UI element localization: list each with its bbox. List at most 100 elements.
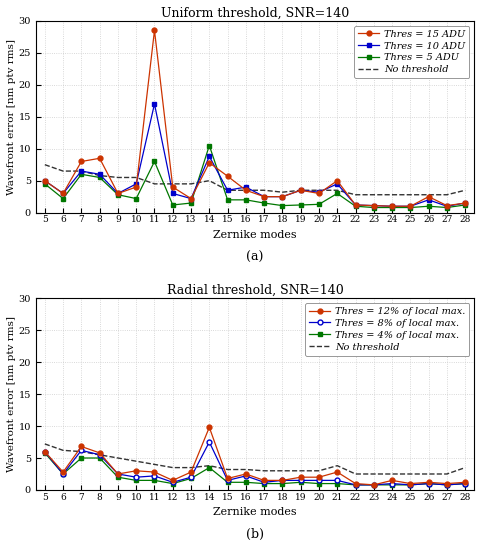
No threshold bbox=[169, 464, 175, 471]
No threshold bbox=[188, 181, 193, 187]
Thres = 8% of local max. bbox=[388, 480, 394, 487]
Thres = 5 ADU bbox=[188, 200, 193, 207]
Thres = 8% of local max. bbox=[242, 472, 248, 479]
No threshold bbox=[407, 471, 412, 477]
No threshold bbox=[261, 467, 266, 474]
Thres = 8% of local max. bbox=[60, 471, 66, 477]
No threshold bbox=[188, 464, 193, 471]
No threshold bbox=[115, 174, 120, 181]
Thres = 8% of local max. bbox=[315, 477, 321, 484]
No threshold bbox=[96, 172, 102, 179]
Text: (b): (b) bbox=[245, 528, 264, 541]
Thres = 15 ADU bbox=[151, 27, 157, 34]
Thres = 8% of local max. bbox=[443, 482, 449, 488]
Thres = 12% of local max. bbox=[133, 467, 139, 474]
Thres = 5 ADU bbox=[60, 195, 66, 202]
Thres = 5 ADU bbox=[352, 203, 358, 209]
Thres = 10 ADU bbox=[115, 190, 120, 197]
Thres = 15 ADU bbox=[206, 159, 212, 166]
Thres = 10 ADU bbox=[352, 202, 358, 208]
Thres = 4% of local max. bbox=[443, 482, 449, 488]
No threshold bbox=[42, 162, 48, 168]
Thres = 10 ADU bbox=[96, 171, 102, 178]
Thres = 15 ADU bbox=[443, 202, 449, 209]
Thres = 5 ADU bbox=[279, 202, 285, 209]
Thres = 12% of local max. bbox=[242, 471, 248, 477]
Thres = 8% of local max. bbox=[188, 474, 193, 481]
Thres = 8% of local max. bbox=[461, 480, 467, 487]
No threshold bbox=[133, 458, 139, 465]
Thres = 8% of local max. bbox=[279, 477, 285, 484]
Thres = 8% of local max. bbox=[261, 479, 266, 486]
Thres = 8% of local max. bbox=[42, 448, 48, 455]
Thres = 10 ADU bbox=[388, 203, 394, 209]
Thres = 15 ADU bbox=[224, 173, 230, 180]
No threshold bbox=[206, 178, 212, 184]
Y-axis label: Wavefront error [nm ptv rms]: Wavefront error [nm ptv rms] bbox=[7, 316, 16, 472]
Thres = 12% of local max. bbox=[96, 449, 102, 456]
Thres = 4% of local max. bbox=[242, 479, 248, 486]
Thres = 4% of local max. bbox=[169, 480, 175, 487]
Thres = 5 ADU bbox=[407, 204, 412, 211]
Thres = 5 ADU bbox=[224, 197, 230, 203]
Thres = 4% of local max. bbox=[78, 455, 84, 461]
Thres = 15 ADU bbox=[388, 203, 394, 209]
Thres = 12% of local max. bbox=[261, 477, 266, 484]
Thres = 4% of local max. bbox=[42, 449, 48, 456]
Thres = 15 ADU bbox=[407, 203, 412, 209]
Thres = 15 ADU bbox=[115, 190, 120, 197]
Thres = 12% of local max. bbox=[279, 477, 285, 484]
No threshold bbox=[425, 191, 431, 198]
Thres = 5 ADU bbox=[425, 203, 431, 209]
Thres = 5 ADU bbox=[315, 201, 321, 208]
Thres = 8% of local max. bbox=[297, 477, 303, 484]
No threshold bbox=[461, 187, 467, 193]
Thres = 10 ADU bbox=[425, 197, 431, 203]
Thres = 8% of local max. bbox=[334, 477, 339, 484]
Thres = 12% of local max. bbox=[443, 480, 449, 487]
Thres = 8% of local max. bbox=[133, 474, 139, 481]
Thres = 8% of local max. bbox=[96, 452, 102, 458]
Thres = 15 ADU bbox=[96, 155, 102, 162]
Thres = 4% of local max. bbox=[352, 482, 358, 488]
No threshold bbox=[78, 448, 84, 455]
Thres = 5 ADU bbox=[370, 204, 376, 211]
Thres = 4% of local max. bbox=[188, 475, 193, 482]
Thres = 12% of local max. bbox=[115, 471, 120, 477]
Thres = 5 ADU bbox=[443, 204, 449, 211]
Thres = 8% of local max. bbox=[169, 479, 175, 486]
Thres = 15 ADU bbox=[169, 184, 175, 190]
No threshold bbox=[443, 471, 449, 477]
Thres = 10 ADU bbox=[279, 193, 285, 200]
Thres = 10 ADU bbox=[297, 187, 303, 193]
No threshold bbox=[133, 174, 139, 181]
Thres = 15 ADU bbox=[242, 187, 248, 193]
Thres = 15 ADU bbox=[370, 202, 376, 209]
Thres = 12% of local max. bbox=[461, 479, 467, 486]
Thres = 15 ADU bbox=[352, 202, 358, 208]
No threshold bbox=[224, 466, 230, 473]
Line: Thres = 12% of local max.: Thres = 12% of local max. bbox=[42, 425, 467, 487]
Thres = 12% of local max. bbox=[407, 480, 412, 487]
Line: No threshold: No threshold bbox=[45, 165, 464, 195]
Title: Radial threshold, SNR=140: Radial threshold, SNR=140 bbox=[166, 284, 343, 297]
Thres = 5 ADU bbox=[297, 202, 303, 208]
Thres = 4% of local max. bbox=[407, 482, 412, 488]
Thres = 5 ADU bbox=[151, 158, 157, 165]
Thres = 4% of local max. bbox=[334, 480, 339, 487]
No threshold bbox=[425, 471, 431, 477]
Thres = 8% of local max. bbox=[224, 477, 230, 484]
Thres = 8% of local max. bbox=[151, 472, 157, 479]
Thres = 10 ADU bbox=[315, 189, 321, 196]
Thres = 12% of local max. bbox=[224, 475, 230, 482]
Line: Thres = 4% of local max.: Thres = 4% of local max. bbox=[42, 450, 467, 487]
Thres = 4% of local max. bbox=[224, 479, 230, 486]
No threshold bbox=[242, 187, 248, 193]
Thres = 15 ADU bbox=[315, 190, 321, 197]
Thres = 12% of local max. bbox=[425, 479, 431, 486]
Line: No threshold: No threshold bbox=[45, 444, 464, 474]
Thres = 12% of local max. bbox=[297, 474, 303, 481]
No threshold bbox=[224, 187, 230, 193]
Thres = 5 ADU bbox=[261, 200, 266, 207]
Thres = 8% of local max. bbox=[206, 439, 212, 446]
